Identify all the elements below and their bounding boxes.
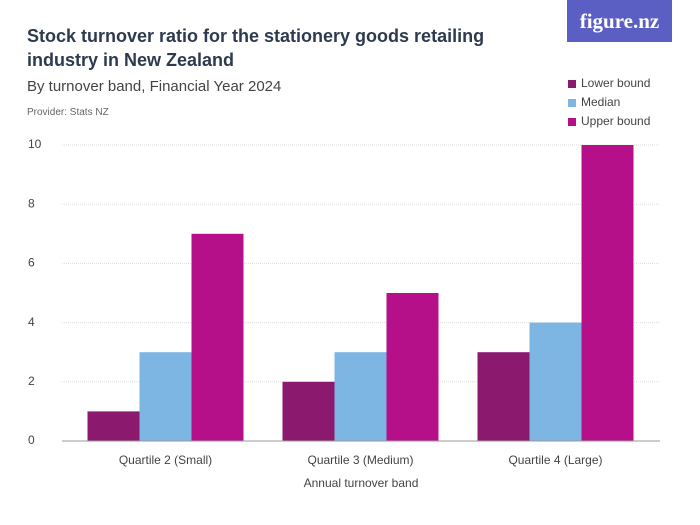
bar bbox=[386, 293, 439, 441]
y-tick-label: 8 bbox=[28, 196, 35, 210]
legend-swatch bbox=[568, 80, 576, 88]
source: Provider: Stats NZ bbox=[27, 107, 109, 118]
bar bbox=[529, 322, 582, 441]
logo: figure.nz bbox=[567, 0, 672, 42]
bar bbox=[139, 352, 192, 441]
x-tick-label: Quartile 2 (Small) bbox=[119, 453, 212, 467]
y-tick-label: 0 bbox=[28, 433, 35, 447]
bar bbox=[334, 352, 387, 441]
chart-subtitle: By turnover band, Financial Year 2024 bbox=[27, 78, 282, 95]
legend-swatch bbox=[568, 118, 576, 126]
legend-label: Lower bound bbox=[581, 76, 650, 90]
y-tick-label: 2 bbox=[28, 374, 35, 388]
y-tick-label: 6 bbox=[28, 256, 35, 270]
bar bbox=[191, 233, 244, 441]
x-axis-title: Annual turnover band bbox=[304, 476, 419, 490]
x-tick-label: Quartile 3 (Medium) bbox=[307, 453, 413, 467]
x-tick-label: Quartile 4 (Large) bbox=[508, 453, 602, 467]
chart-title: Stock turnover ratio for the stationery … bbox=[27, 26, 485, 70]
y-tick-label: 4 bbox=[28, 315, 35, 329]
legend-swatch bbox=[568, 99, 576, 107]
legend-label: Upper bound bbox=[581, 114, 650, 128]
legend-label: Median bbox=[581, 95, 620, 109]
y-tick-label: 10 bbox=[28, 137, 42, 151]
bar bbox=[282, 381, 335, 441]
bar bbox=[87, 411, 140, 441]
bar bbox=[581, 145, 634, 441]
bar bbox=[477, 352, 530, 441]
